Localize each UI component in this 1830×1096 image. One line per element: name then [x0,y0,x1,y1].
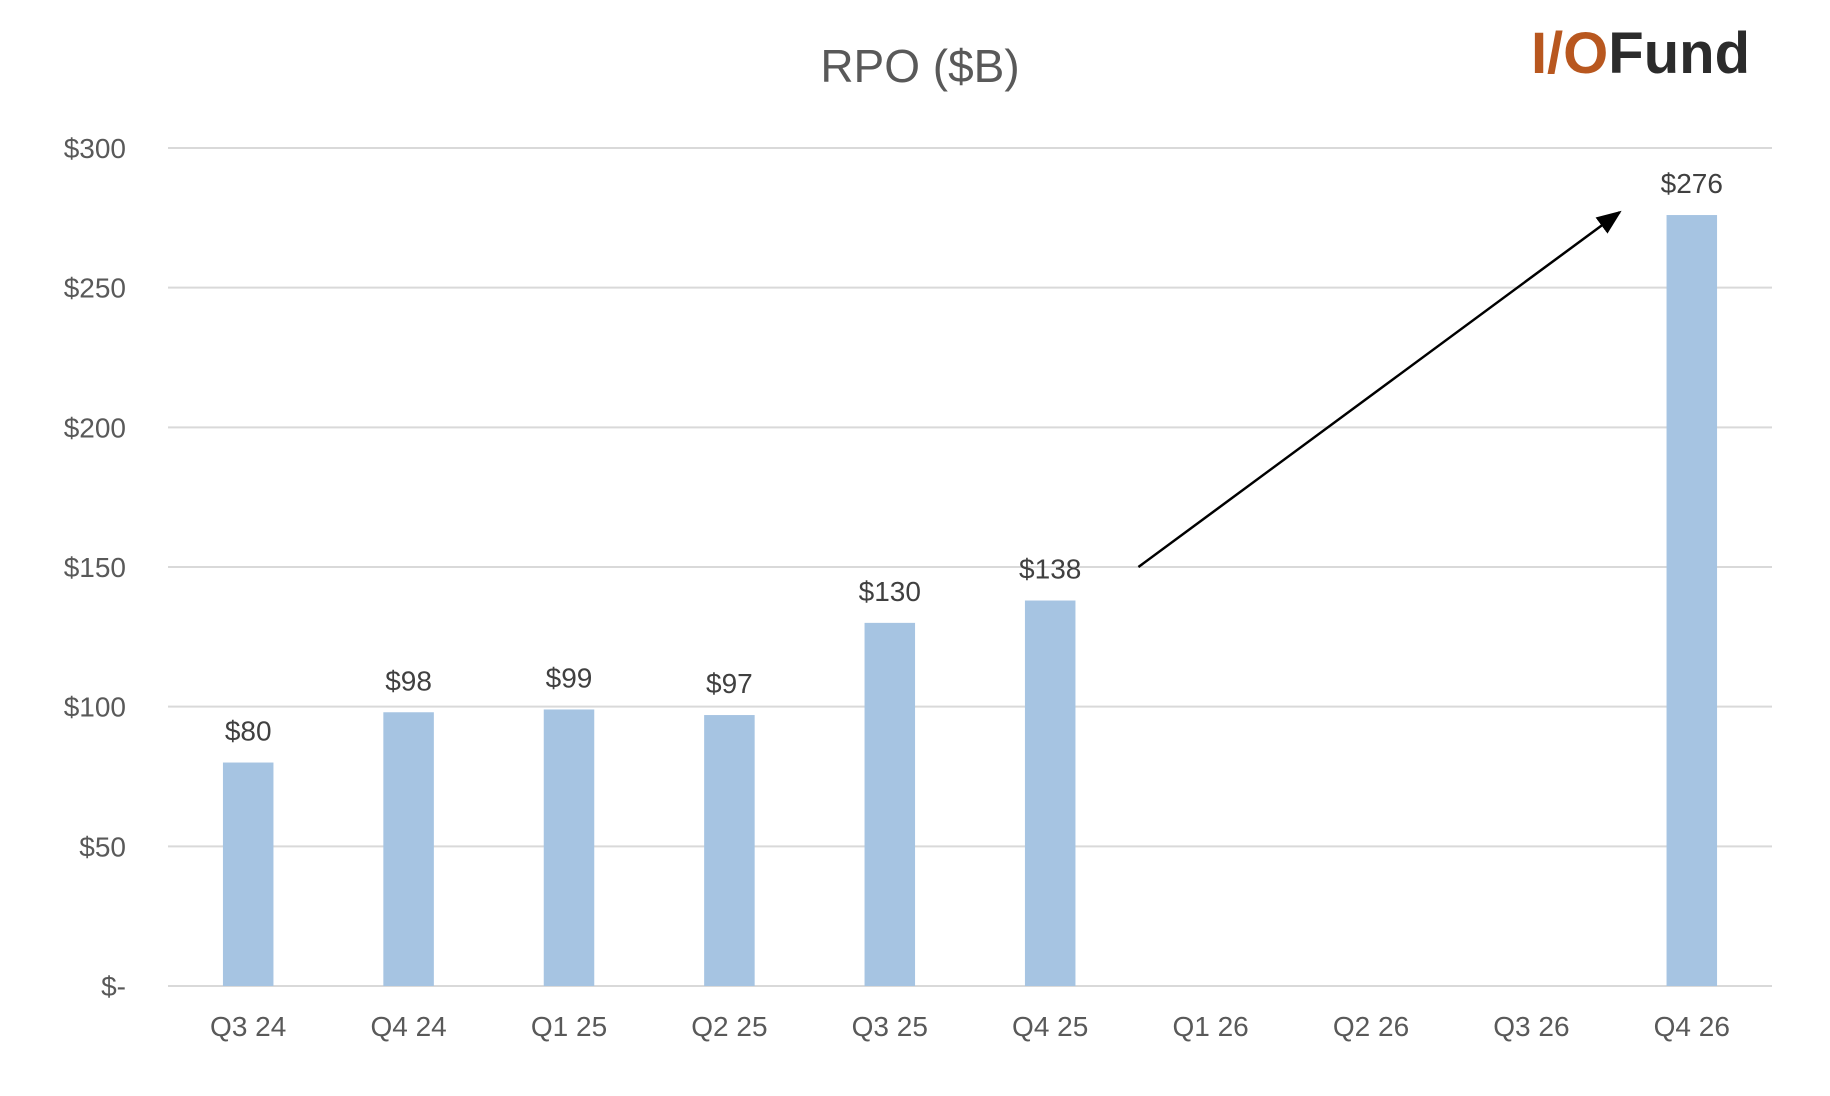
bar [222,762,274,986]
bar [543,709,595,986]
y-tick-label: $150 [64,552,126,583]
x-tick-label: Q4 25 [1012,1011,1088,1042]
x-tick-label: Q1 26 [1172,1011,1248,1042]
logo-suffix: Fund [1608,21,1750,86]
x-tick-label: Q4 24 [370,1011,446,1042]
y-tick-label: $300 [64,133,126,164]
bars [222,215,1718,987]
bar [704,715,755,986]
chart-title: RPO ($B) [820,40,1019,92]
y-tick-label: $200 [64,412,126,443]
x-tick-label: Q3 25 [852,1011,928,1042]
data-labels: $80 $98 $99 $97 $130 $138 $276 [225,168,1723,746]
bar [383,712,434,986]
io-fund-logo: I/OFund [1531,21,1750,86]
x-tick-label: Q2 25 [691,1011,767,1042]
data-label: $97 [706,668,753,699]
x-tick-label: Q4 26 [1654,1011,1730,1042]
bar [1666,215,1718,987]
y-tick-label: $- [101,971,126,1002]
bar [1024,600,1076,986]
data-label: $130 [859,576,921,607]
x-tick-label: Q2 26 [1333,1011,1409,1042]
bar [864,622,916,986]
x-tick-label: Q3 26 [1493,1011,1569,1042]
logo-prefix: I/O [1531,21,1608,86]
data-label: $98 [385,665,432,696]
data-label: $276 [1661,168,1723,199]
gridlines [168,147,1772,987]
x-tick-label: Q1 25 [531,1011,607,1042]
logo-text: I/OFund [1531,21,1750,86]
y-tick-label: $250 [64,273,126,304]
growth-arrow [1137,210,1622,569]
data-label: $138 [1019,554,1081,585]
x-tick-label: Q3 24 [210,1011,286,1042]
y-axis-ticks: $- $50 $100 $150 $200 $250 $300 [64,133,126,1002]
data-label: $80 [225,716,272,747]
annotations [1137,210,1622,569]
y-tick-label: $100 [64,692,126,723]
data-label: $99 [546,662,593,693]
x-axis-ticks: Q3 24 Q4 24 Q1 25 Q2 25 Q3 25 Q4 25 Q1 26 Q2 26… [210,1011,1730,1042]
y-tick-label: $50 [79,831,126,862]
